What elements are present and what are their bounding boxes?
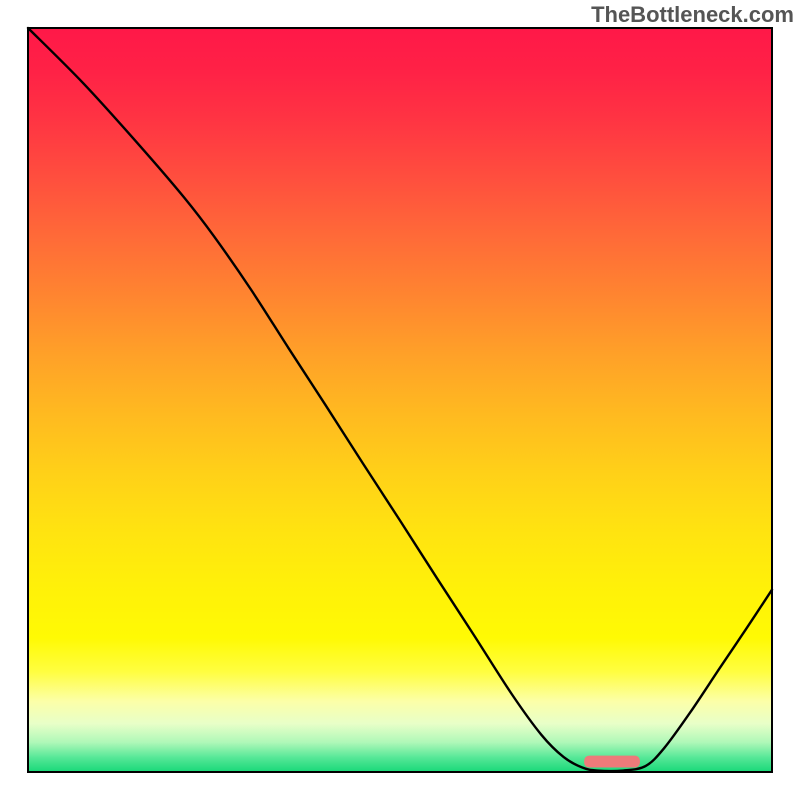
plot-background	[28, 28, 772, 772]
bottleneck-chart	[0, 0, 800, 800]
watermark-text: TheBottleneck.com	[591, 2, 794, 28]
valley-marker	[584, 756, 640, 768]
chart-container: { "watermark": "TheBottleneck.com", "cha…	[0, 0, 800, 800]
